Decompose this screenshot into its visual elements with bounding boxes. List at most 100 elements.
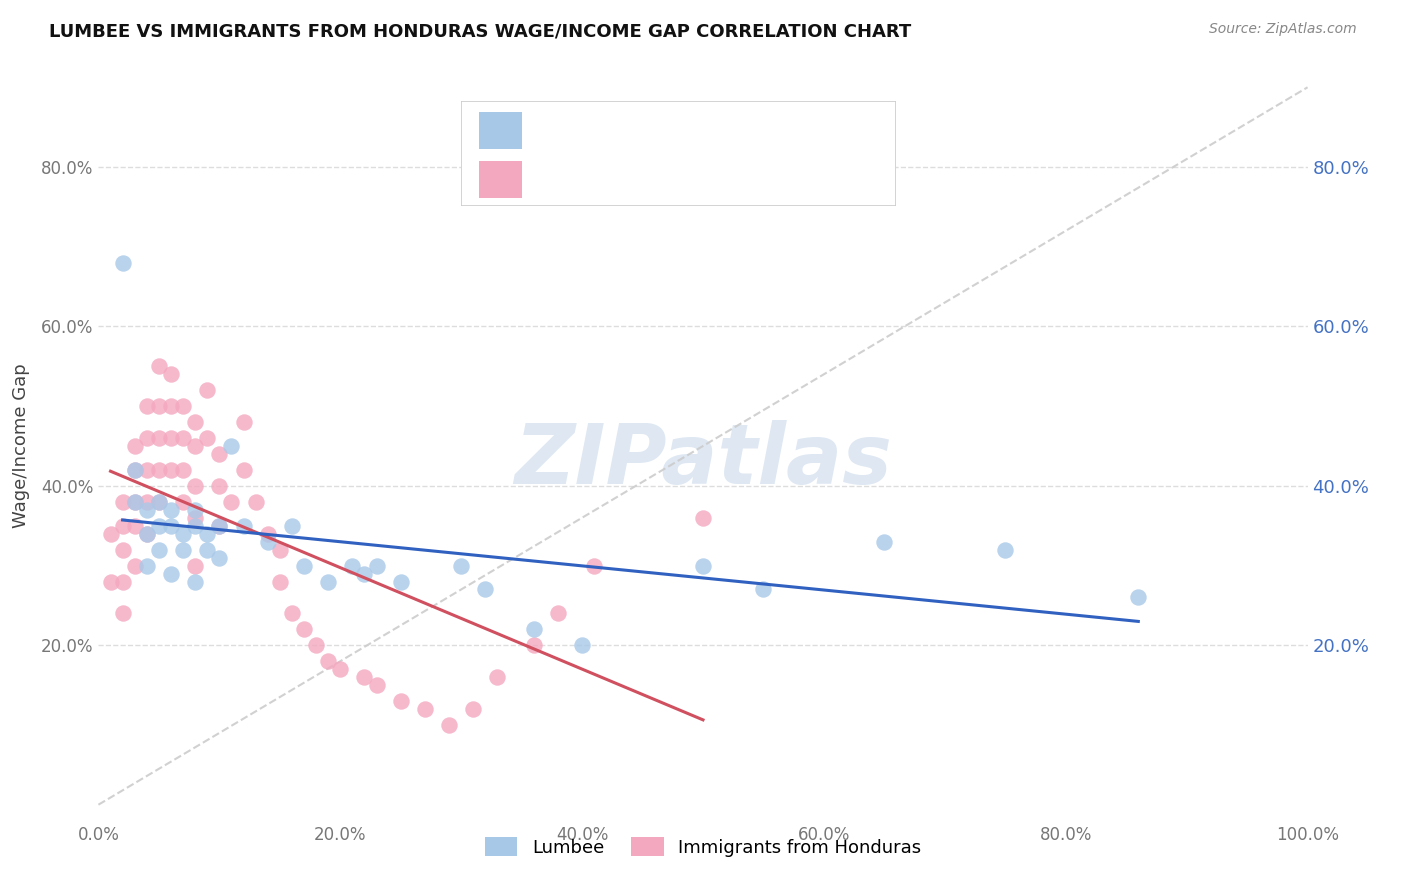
Point <box>160 431 183 445</box>
Point <box>208 447 231 461</box>
Point <box>281 518 304 533</box>
Point <box>135 431 157 445</box>
Point <box>692 510 714 524</box>
Point <box>111 607 134 621</box>
Point <box>316 574 339 589</box>
Point <box>172 526 194 541</box>
Point <box>195 383 218 397</box>
Point <box>221 495 243 509</box>
Point <box>195 431 218 445</box>
Point <box>232 518 254 533</box>
Point <box>100 526 122 541</box>
Point <box>195 526 218 541</box>
Point <box>124 463 146 477</box>
Point <box>571 638 593 652</box>
Point <box>160 368 183 382</box>
Point <box>135 526 157 541</box>
Point <box>124 439 146 453</box>
Point <box>873 534 896 549</box>
Point <box>269 542 291 557</box>
Point <box>172 542 194 557</box>
Point <box>124 495 146 509</box>
Point <box>148 431 170 445</box>
Point <box>148 542 170 557</box>
Point <box>160 518 183 533</box>
Point <box>184 510 207 524</box>
Point <box>148 518 170 533</box>
Point <box>124 558 146 573</box>
Point <box>245 495 267 509</box>
Point <box>316 654 339 668</box>
Point <box>135 526 157 541</box>
Point <box>160 399 183 413</box>
Point <box>305 638 328 652</box>
Point <box>148 495 170 509</box>
Point <box>111 518 134 533</box>
Point <box>208 550 231 565</box>
Point <box>184 574 207 589</box>
Point <box>292 623 315 637</box>
Point <box>172 463 194 477</box>
Point <box>184 518 207 533</box>
Point <box>160 502 183 516</box>
Point <box>148 399 170 413</box>
Legend: Lumbee, Immigrants from Honduras: Lumbee, Immigrants from Honduras <box>478 830 928 864</box>
Point <box>281 607 304 621</box>
Point <box>523 623 546 637</box>
Point <box>232 415 254 429</box>
Point <box>692 558 714 573</box>
Text: ZIPatlas: ZIPatlas <box>515 420 891 501</box>
Y-axis label: Wage/Income Gap: Wage/Income Gap <box>11 364 30 528</box>
Point <box>111 255 134 269</box>
Point <box>195 542 218 557</box>
Point <box>523 638 546 652</box>
Point <box>413 702 436 716</box>
Point <box>269 574 291 589</box>
Point <box>256 526 278 541</box>
Point <box>208 479 231 493</box>
Point <box>450 558 472 573</box>
Point <box>172 399 194 413</box>
Point <box>208 518 231 533</box>
Point <box>486 670 509 684</box>
Point <box>1128 591 1150 605</box>
Point <box>111 542 134 557</box>
Point <box>135 558 157 573</box>
Point <box>172 495 194 509</box>
Point <box>221 439 243 453</box>
Point <box>353 670 375 684</box>
Point <box>135 463 157 477</box>
Text: Source: ZipAtlas.com: Source: ZipAtlas.com <box>1209 22 1357 37</box>
Point <box>135 399 157 413</box>
Point <box>160 463 183 477</box>
Point <box>148 463 170 477</box>
Point <box>184 558 207 573</box>
Point <box>994 542 1017 557</box>
Point <box>124 495 146 509</box>
Point <box>752 582 775 597</box>
Point <box>184 415 207 429</box>
Point <box>135 495 157 509</box>
Point <box>474 582 496 597</box>
Point <box>111 574 134 589</box>
Text: LUMBEE VS IMMIGRANTS FROM HONDURAS WAGE/INCOME GAP CORRELATION CHART: LUMBEE VS IMMIGRANTS FROM HONDURAS WAGE/… <box>49 22 911 40</box>
Point <box>208 518 231 533</box>
Point <box>547 607 569 621</box>
Point <box>148 359 170 374</box>
Point <box>172 431 194 445</box>
Point <box>437 718 460 732</box>
Point <box>124 463 146 477</box>
Point <box>135 502 157 516</box>
Point <box>463 702 485 716</box>
Point <box>184 439 207 453</box>
Point <box>389 694 412 708</box>
Point <box>292 558 315 573</box>
Point <box>366 558 388 573</box>
Point <box>184 479 207 493</box>
Point <box>329 662 352 676</box>
Point <box>342 558 364 573</box>
Point <box>353 566 375 581</box>
Point <box>184 502 207 516</box>
Point <box>232 463 254 477</box>
Point <box>256 534 278 549</box>
